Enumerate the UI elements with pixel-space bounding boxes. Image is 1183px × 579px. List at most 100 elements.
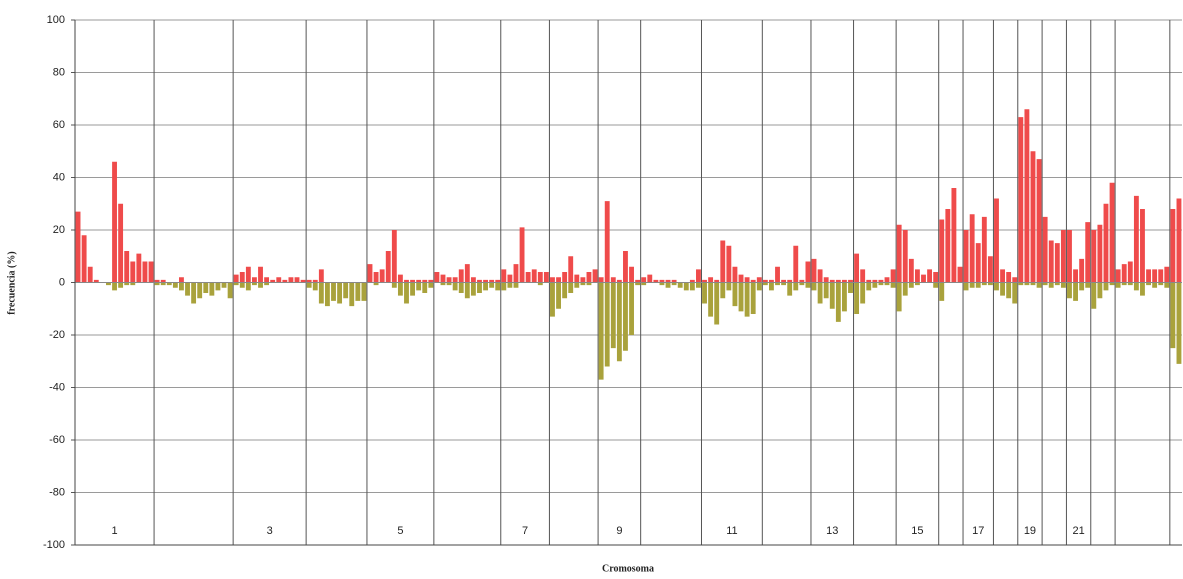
gain-bar <box>708 277 714 283</box>
loss-bar <box>556 282 561 309</box>
loss-bar <box>805 282 811 288</box>
loss-bar <box>185 282 190 296</box>
gain-bar <box>726 245 732 283</box>
gain-bar <box>714 279 720 283</box>
gain-bar <box>647 274 653 283</box>
loss-bar <box>732 282 738 307</box>
loss-bar <box>1067 282 1072 299</box>
loss-bar <box>477 282 482 293</box>
y-tick-label: -60 <box>49 434 65 446</box>
loss-bar <box>361 282 367 301</box>
x-tick-label: 17 <box>972 525 984 537</box>
loss-bar <box>708 282 714 317</box>
gain-bar <box>641 277 647 283</box>
loss-bar <box>483 282 488 291</box>
gain-bar <box>914 269 920 283</box>
loss-bar <box>312 282 318 291</box>
gain-bar <box>756 277 762 283</box>
y-tick-label: 0 <box>59 276 65 288</box>
loss-bar <box>896 282 902 312</box>
gain-bar <box>142 261 148 283</box>
gain-bar <box>769 279 774 283</box>
gain-bar <box>312 279 318 283</box>
loss-bar <box>677 282 683 288</box>
gain-bar <box>1133 195 1139 283</box>
loss-bar <box>1079 282 1085 291</box>
loss-bar <box>878 282 884 286</box>
loss-bar <box>963 282 969 291</box>
loss-bar <box>410 282 416 296</box>
loss-bar <box>683 282 689 291</box>
loss-bar <box>1018 282 1024 286</box>
gain-bar <box>318 269 324 283</box>
loss-bar <box>811 282 817 291</box>
gain-bar <box>1127 261 1133 283</box>
gain-bar <box>160 279 166 283</box>
loss-bar <box>610 282 616 349</box>
gain-bar <box>75 211 81 283</box>
loss-bar <box>1146 282 1151 286</box>
loss-bar <box>629 282 634 335</box>
gain-bar <box>1012 277 1018 283</box>
loss-bar <box>1097 282 1103 299</box>
gain-bar <box>1073 269 1078 283</box>
loss-bar <box>1042 282 1048 286</box>
loss-bar <box>264 282 270 286</box>
loss-bar <box>1012 282 1018 304</box>
gain-bar <box>811 258 817 283</box>
loss-bar <box>696 282 701 288</box>
gain-bar <box>264 277 270 283</box>
gain-bar <box>1146 269 1151 283</box>
x-axis-title: Cromosoma <box>602 563 654 574</box>
loss-bar <box>397 282 403 296</box>
gain-bar <box>489 279 495 283</box>
loss-bar <box>1109 282 1115 286</box>
loss-bar <box>1060 282 1066 288</box>
gain-bar <box>629 266 634 283</box>
gain-bar <box>118 203 124 283</box>
x-tick-label: 1 <box>111 525 117 537</box>
loss-bar <box>586 282 592 286</box>
gain-bar <box>556 277 561 283</box>
gain-bar <box>1097 224 1103 283</box>
gain-bar <box>732 266 738 283</box>
loss-bar <box>1085 282 1091 288</box>
gain-bar <box>87 266 93 283</box>
y-tick-label: -100 <box>43 539 65 551</box>
gain-bar <box>738 274 744 283</box>
gain-bar <box>878 279 884 283</box>
loss-bar <box>616 282 622 362</box>
gain-bar <box>1103 203 1109 283</box>
gain-bar <box>154 279 160 283</box>
gain-bar <box>428 279 434 283</box>
loss-bar <box>495 282 501 291</box>
gain-bar <box>963 230 969 283</box>
y-tick-label: 20 <box>53 224 65 236</box>
gain-bar <box>562 272 568 283</box>
gain-bar <box>1158 269 1164 283</box>
x-tick-label: 9 <box>616 525 622 537</box>
loss-bar <box>501 282 507 291</box>
gain-bar <box>1115 269 1121 283</box>
gain-bar <box>1067 230 1072 283</box>
loss-bar <box>318 282 324 304</box>
loss-bar <box>489 282 495 288</box>
gain-bar <box>422 279 428 283</box>
loss-bar <box>829 282 835 309</box>
gain-bar <box>501 269 507 283</box>
y-tick-label: 80 <box>53 66 65 78</box>
loss-bar <box>513 282 519 288</box>
loss-bar <box>872 282 878 288</box>
gain-bar <box>288 277 294 283</box>
gain-bar <box>975 243 981 283</box>
loss-bar <box>227 282 233 299</box>
loss-bar <box>422 282 428 293</box>
gain-bar <box>933 272 939 283</box>
gain-bar <box>720 240 726 283</box>
gain-bar <box>659 279 665 283</box>
loss-bar <box>1133 282 1139 291</box>
loss-bar <box>781 282 787 286</box>
gain-bar <box>251 277 257 283</box>
gain-bar <box>124 251 130 283</box>
loss-bar <box>245 282 251 291</box>
